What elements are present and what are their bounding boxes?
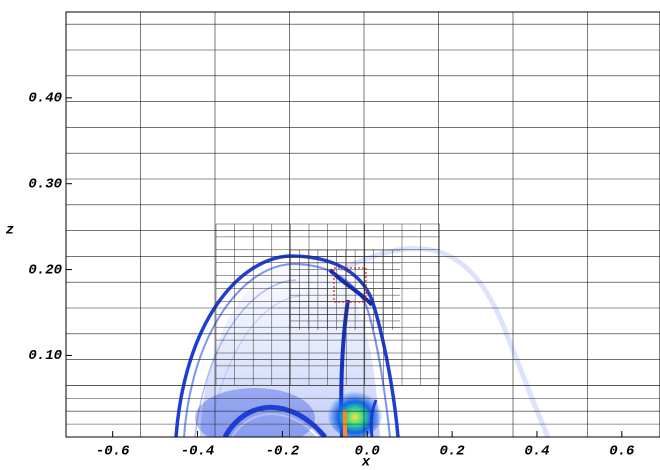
x-tick-label: -0.6 (96, 444, 130, 460)
y-axis-label: z (6, 223, 14, 239)
density-field (174, 246, 551, 437)
x-tick-label: 0.2 (439, 444, 465, 460)
x-tick-label: -0.2 (266, 444, 300, 460)
x-tick-label: 0.0 (355, 444, 380, 460)
x-tick-label: 0.4 (524, 444, 549, 460)
y-tick-label: 0.20 (28, 262, 62, 278)
x-tick-label: -0.4 (181, 444, 215, 460)
y-tick-label: 0.40 (28, 91, 62, 107)
zoom-box (333, 267, 367, 303)
x-axis-label: x (361, 455, 371, 470)
plot-frame (65, 11, 660, 438)
amr-mesh (66, 12, 660, 437)
y-tick-label: 0.10 (28, 348, 62, 364)
y-tick-label: 0.30 (28, 176, 62, 192)
x-tick-label: 0.6 (609, 444, 635, 460)
